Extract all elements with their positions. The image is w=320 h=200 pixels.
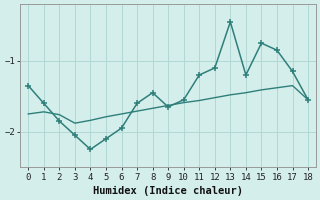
X-axis label: Humidex (Indice chaleur): Humidex (Indice chaleur)	[93, 186, 243, 196]
